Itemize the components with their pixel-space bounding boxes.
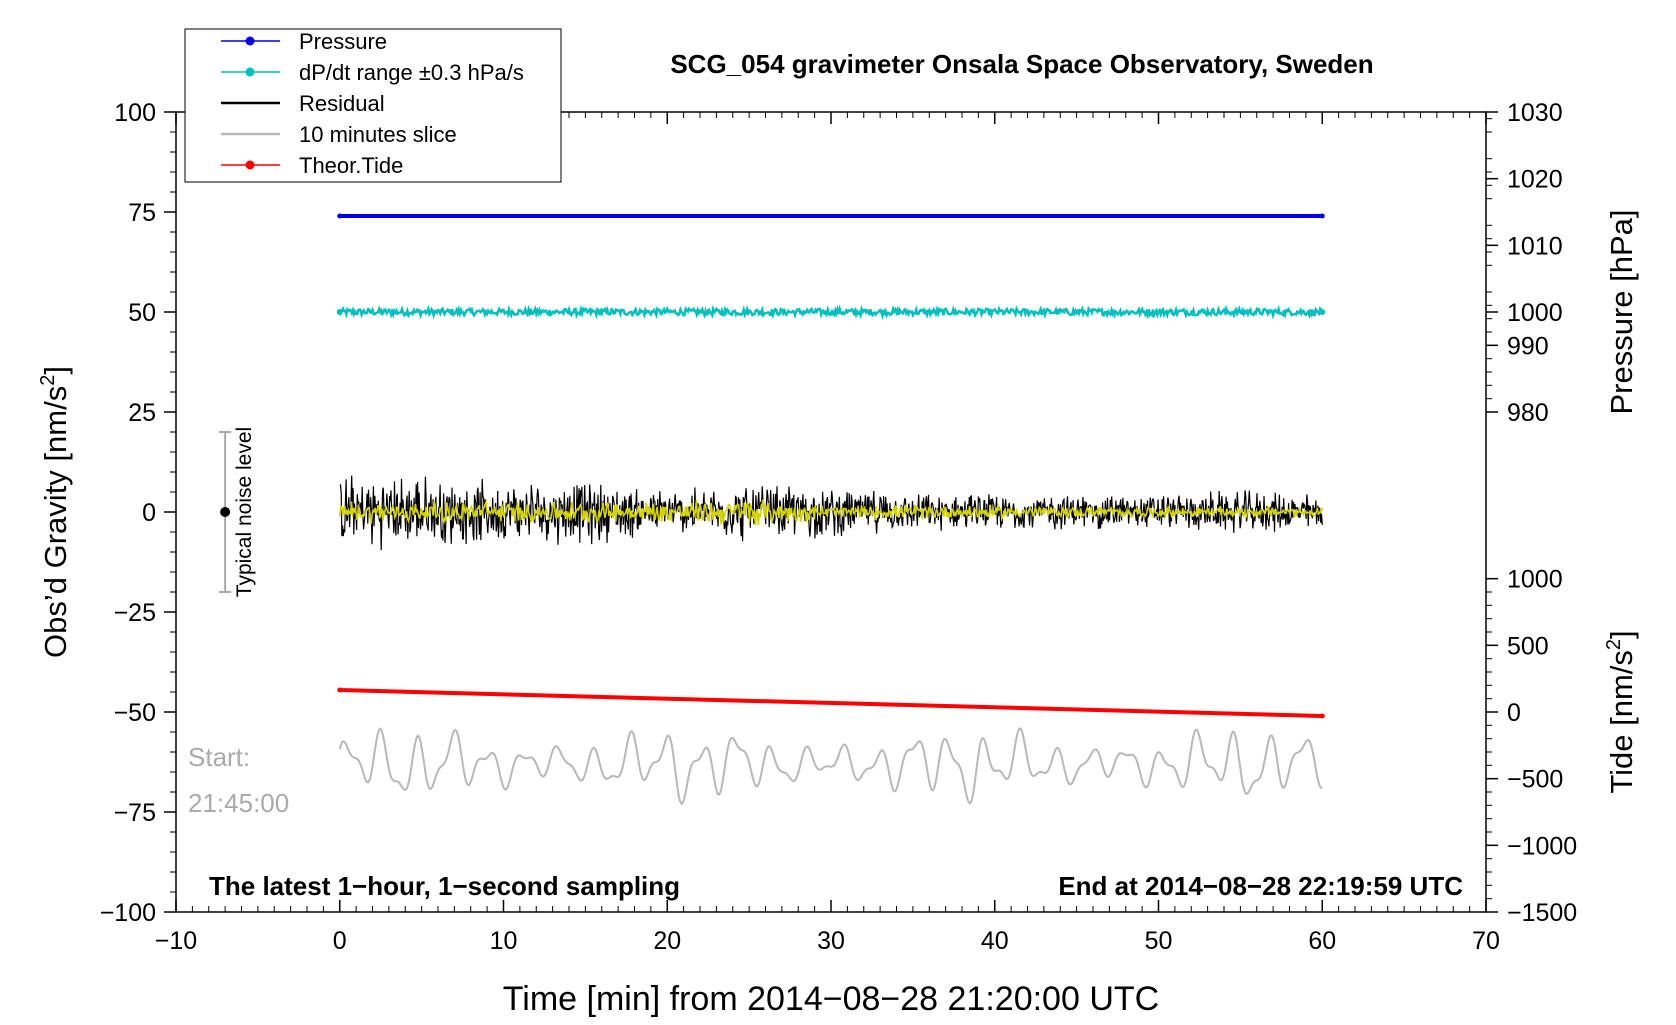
series-endpoint	[337, 687, 343, 693]
start-label: Start:	[188, 742, 250, 772]
pressure-tick-label: 1010	[1507, 232, 1563, 260]
y-tick-label: −25	[114, 599, 156, 627]
tide-tick-label: 0	[1507, 699, 1521, 727]
y-axis-label: Obs’d Gravity [nm/s2]	[37, 366, 73, 658]
tide-tick-label: −1500	[1507, 899, 1577, 927]
x-tick-label: 20	[653, 927, 681, 955]
series-line	[339, 475, 1323, 551]
x-axis-label: Time [min] from 2014−08−28 21:20:00 UTC	[503, 980, 1159, 1018]
tide-tick-label: −500	[1507, 766, 1563, 794]
x-tick-label: 30	[817, 927, 845, 955]
x-tick-label: −10	[155, 927, 197, 955]
series-line	[338, 304, 1324, 321]
noise-label: Typical noise level	[233, 427, 256, 597]
series-endpoint	[1319, 213, 1325, 219]
bottom-left-note: The latest 1−hour, 1−second sampling	[209, 871, 680, 901]
y-tick-label: 0	[142, 499, 156, 527]
y-tick-label: 75	[128, 199, 156, 227]
y-tick-label: 50	[128, 299, 156, 327]
tide-tick-label: 1000	[1507, 566, 1563, 594]
legend-label: Theor.Tide	[299, 153, 403, 178]
x-tick-label: 10	[490, 927, 518, 955]
pressure-tick-label: 1020	[1507, 166, 1563, 194]
legend: Pressure dP/dt range ±0.3 hPa/s Residual 10…	[184, 28, 562, 183]
x-tick-label: 70	[1472, 927, 1500, 955]
plot-frame	[175, 111, 1487, 913]
start-time: 21:45:00	[188, 788, 289, 818]
y-tick-label: −100	[100, 899, 156, 927]
series-line	[338, 726, 1323, 805]
y-tick-label: −75	[114, 799, 156, 827]
tide-axis-label: Tide [nm/s2]	[1603, 630, 1639, 793]
legend-label: Residual	[299, 91, 385, 116]
pressure-axis-label: Pressure [hPa]	[1604, 209, 1639, 414]
noise-indicator: Typical noise level	[219, 427, 256, 597]
x-tick-label: 50	[1145, 927, 1173, 955]
legend-label: 10 minutes slice	[299, 122, 457, 147]
noise-dot	[220, 507, 231, 517]
pressure-tick-label: 1030	[1507, 99, 1563, 127]
axis-ticks: −10 0 10 20 30 40 50 60 70−100−75−50−25025507510…	[100, 99, 1578, 955]
series-line	[339, 688, 1323, 718]
x-tick-label: 0	[333, 927, 347, 955]
x-tick-label: 40	[981, 927, 1009, 955]
legend-box	[184, 28, 562, 183]
chart-title: SCG_054 gravimeter Onsala Space Observat…	[670, 49, 1373, 79]
tide-tick-label: −1000	[1507, 832, 1577, 860]
y-tick-label: −50	[114, 699, 156, 727]
series-endpoint	[1319, 713, 1325, 719]
pressure-tick-label: 980	[1507, 399, 1549, 427]
legend-dot	[245, 160, 255, 170]
bottom-right-note: End at 2014−08−28 22:19:59 UTC	[1058, 871, 1463, 901]
x-tick-label: 60	[1308, 927, 1336, 955]
legend-label: Pressure	[299, 29, 387, 54]
y-tick-label: 100	[114, 99, 156, 127]
series-endpoint	[336, 309, 343, 315]
series-line	[339, 499, 1324, 526]
pressure-tick-label: 990	[1507, 332, 1549, 360]
series-layer	[336, 213, 1326, 805]
pressure-tick-label: 1000	[1507, 299, 1563, 327]
legend-items: Pressure dP/dt range ±0.3 hPa/s Residual 10…	[221, 29, 524, 178]
legend-label: dP/dt range ±0.3 hPa/s	[299, 60, 524, 85]
legend-dot	[245, 36, 255, 46]
legend-dot	[245, 67, 255, 77]
tide-tick-label: 500	[1507, 632, 1549, 660]
series-endpoint	[337, 213, 343, 219]
y-tick-label: 25	[128, 399, 156, 427]
series-endpoint	[1319, 309, 1326, 315]
